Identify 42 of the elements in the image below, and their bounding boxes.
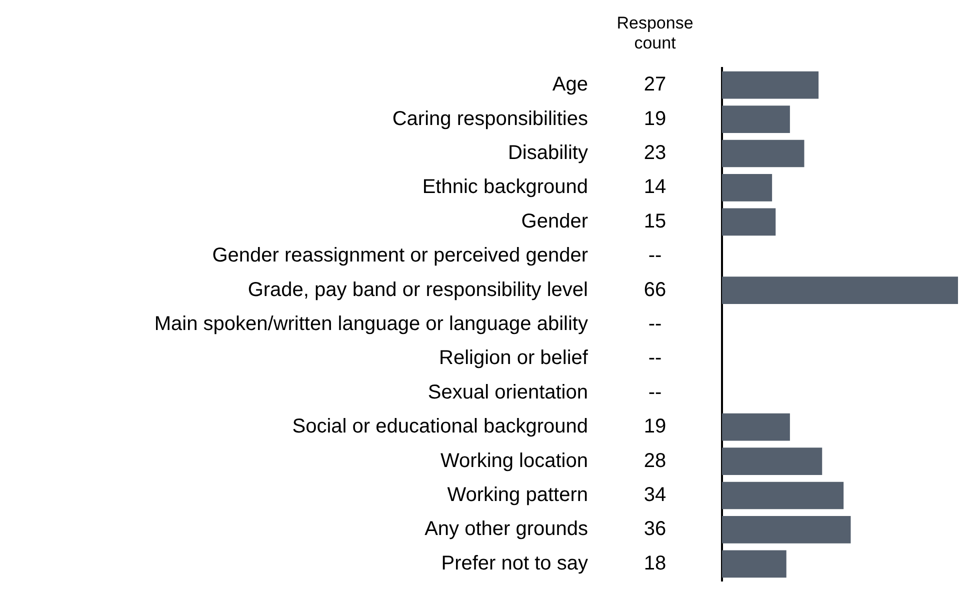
text: -- — [648, 313, 662, 336]
bar — [722, 516, 851, 544]
data-label: 18 — [644, 552, 666, 574]
y-tick-label: Age — [552, 74, 588, 96]
data-label: 36 — [644, 518, 666, 540]
bar — [722, 71, 819, 99]
y-tick-label: Sexual orientation — [428, 381, 588, 404]
text: -- — [648, 381, 662, 404]
data-label: 15 — [644, 210, 666, 232]
bar — [722, 482, 844, 510]
data-label: 27 — [644, 74, 666, 96]
bar — [722, 106, 790, 133]
y-tick-label: Main spoken/written language or language ability — [154, 313, 588, 336]
bar — [722, 413, 790, 441]
bar — [722, 448, 822, 475]
data-label: 14 — [644, 176, 666, 198]
bar — [722, 208, 776, 236]
y-tick-label: Working location — [440, 450, 588, 472]
y-tick-label: Grade, pay band or responsibility level — [248, 278, 588, 301]
y-tick-label: Working pattern — [447, 484, 588, 506]
data-label: 66 — [644, 278, 666, 301]
data-label: 23 — [644, 142, 666, 164]
bar — [722, 276, 958, 304]
data-label: 34 — [644, 484, 666, 506]
y-tick-label: Ethnic background — [422, 176, 588, 198]
y-tick-label: Gender reassignment or perceived gender — [212, 244, 588, 267]
data-label: 19 — [644, 416, 666, 438]
y-tick-label: Any other grounds — [424, 518, 588, 540]
text: -- — [648, 347, 662, 370]
text: Response count — [616, 14, 694, 53]
text: -- — [648, 244, 662, 267]
bar — [722, 140, 804, 168]
data-label: 28 — [644, 450, 666, 472]
bar — [722, 174, 772, 202]
y-tick-label: Social or educational background — [292, 416, 588, 438]
y-tick-label: Prefer not to say — [441, 552, 588, 574]
y-tick-label: Disability — [508, 142, 588, 164]
y-tick-label: Gender — [521, 210, 588, 232]
y-tick-label: Religion or belief — [439, 347, 588, 370]
y-tick-label: Caring responsibilities — [392, 108, 588, 130]
bar — [722, 550, 786, 578]
data-label: 19 — [644, 108, 666, 130]
